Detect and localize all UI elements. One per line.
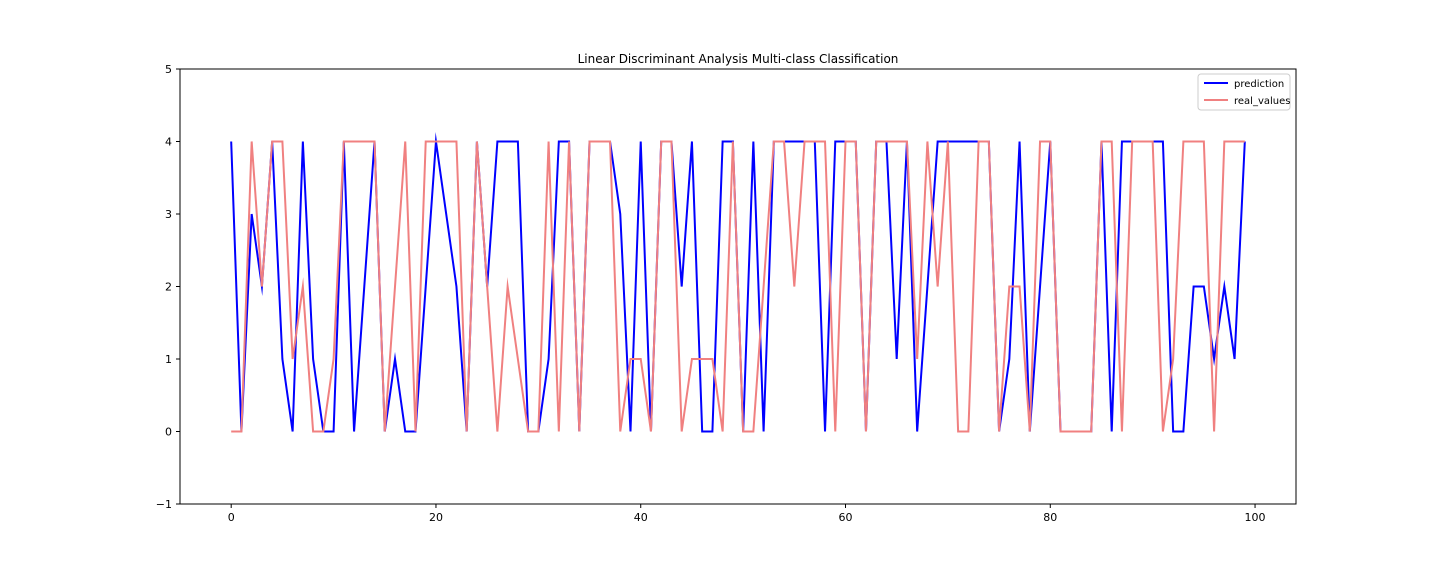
y-tick-label: 3 <box>165 208 172 221</box>
x-tick-label: 40 <box>634 511 648 524</box>
y-tick-label: 5 <box>165 63 172 76</box>
series-line-real-values <box>231 140 1245 433</box>
y-tick-label: 2 <box>165 281 172 294</box>
x-tick-label: 60 <box>839 511 853 524</box>
y-axis: −1 0 1 2 3 4 5 <box>156 63 180 511</box>
legend: prediction real_values <box>1197 73 1291 111</box>
x-tick-label: 100 <box>1245 511 1266 524</box>
y-tick-label: 0 <box>165 426 172 439</box>
y-tick-label: 1 <box>165 353 172 366</box>
x-axis: 0 20 40 60 80 100 <box>228 504 1266 524</box>
x-tick-label: 20 <box>429 511 443 524</box>
plot-area <box>230 132 1246 433</box>
legend-label: prediction <box>1234 79 1284 90</box>
x-tick-label: 80 <box>1043 511 1057 524</box>
x-tick-label: 0 <box>228 511 235 524</box>
legend-label: real_values <box>1234 96 1290 107</box>
y-tick-label: −1 <box>156 498 172 511</box>
chart-title: Linear Discriminant Analysis Multi-class… <box>578 52 899 66</box>
y-tick-label: 4 <box>165 136 172 149</box>
